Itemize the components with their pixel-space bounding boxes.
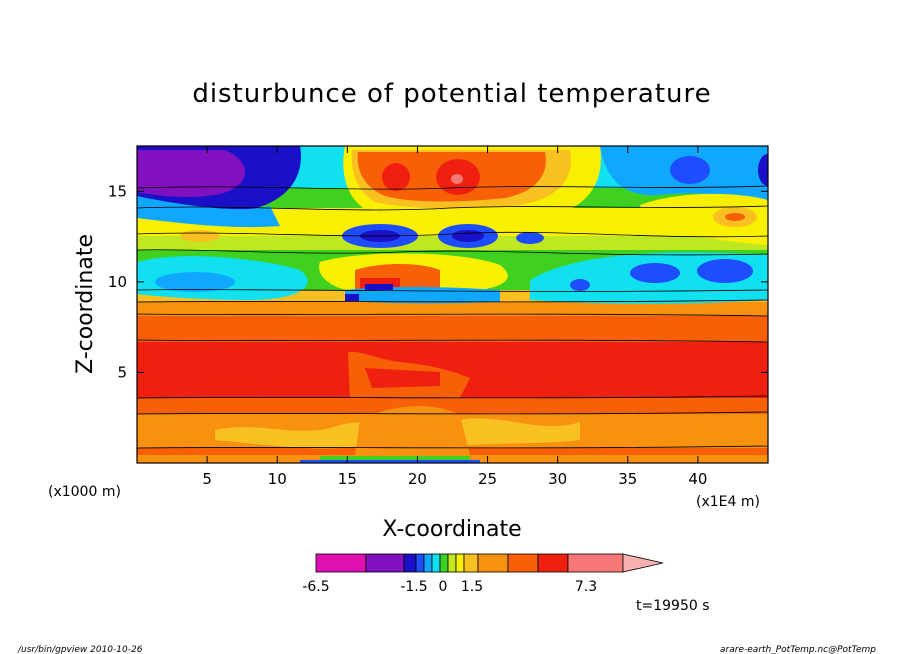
colorbar-arrow [622,553,664,573]
region-lower-bulge [355,405,470,455]
colorbar-swatch [455,553,465,573]
colorbar-swatch [315,553,367,573]
x-tick-label: 25 [478,470,497,488]
colorbar-labels: -6.5 -1.5 0 1.5 7.3 [302,579,597,595]
time-label: t=19950 s [636,598,710,614]
region-blue-right-3 [570,279,590,291]
x-tick-label: 10 [268,470,287,488]
colorbar-swatch [439,553,449,573]
region-navy-right-edge [758,154,768,186]
chart-title: disturbunce of potential temperature [192,79,711,109]
x-tick-label: 20 [408,470,427,488]
x-axis: 5 10 15 20 25 30 35 40 [202,146,707,488]
colorbar-swatch [463,553,479,573]
region-orange-right-core [725,213,745,221]
region-blue-mid-3 [516,232,544,244]
y-tick-label: 15 [108,182,127,200]
colorbar-tick-label: -6.5 [302,579,329,595]
y-tick-label: 5 [117,363,127,381]
region-lightblue-left [137,196,280,228]
region-disturb-navy [345,294,359,301]
layer-mid-orange [137,314,768,342]
region-hot-spot-1 [382,163,410,191]
layer-mid-light [137,300,768,316]
y-axis-label: Z-coordinate [73,234,98,374]
colorbar-tick-label: 7.3 [575,579,597,595]
colorbar-tick-label: 0 [439,579,448,595]
region-blue-right-1 [630,263,680,283]
colorbar-swatch [537,553,569,573]
colorbar-swatch [365,553,405,573]
colorbar-swatch [447,553,457,573]
colorbar-swatch [415,553,425,573]
y-scale-note: (x1000 m) [48,484,121,500]
x-tick-label: 35 [618,470,637,488]
colorbar [315,553,664,573]
footer-left: /usr/bin/gpview 2010-10-26 [17,645,143,654]
region-disturb-dark [365,284,393,290]
colorbar-swatch [477,553,509,573]
region-blue-right-2 [697,259,753,283]
contour-field [137,146,768,463]
region-hot-core [451,174,463,184]
region-purple-topleft [137,150,245,198]
region-red-tongue [365,368,440,388]
colorbar-tick-label: -1.5 [400,579,427,595]
footer-right: arare-earth_PotTemp.nc@PotTemp [720,645,876,654]
colorbar-swatch [431,553,441,573]
colorbar-tick-label: 1.5 [461,579,483,595]
x-scale-note: (x1E4 m) [696,494,760,510]
x-axis-label: X-coordinate [382,517,521,542]
x-tick-label: 15 [338,470,357,488]
region-blue-midleft [155,272,235,292]
region-orange-leftmid [180,230,220,242]
colorbar-swatch [423,553,433,573]
x-tick-label: 40 [688,470,707,488]
x-tick-label: 30 [548,470,567,488]
y-tick-label: 10 [108,273,127,291]
x-tick-label: 5 [202,470,212,488]
region-bottom-green [320,456,470,460]
region-bottom-blue [300,460,480,463]
colorbar-swatch [403,553,417,573]
contour-lines [137,185,768,449]
colorbar-swatch [567,553,624,573]
y-axis: 5 10 15 [108,182,768,381]
plot-frame [136,145,769,464]
colorbar-swatch [507,553,539,573]
region-navy-topright [670,156,710,184]
region-navy-mid-2 [452,230,484,242]
